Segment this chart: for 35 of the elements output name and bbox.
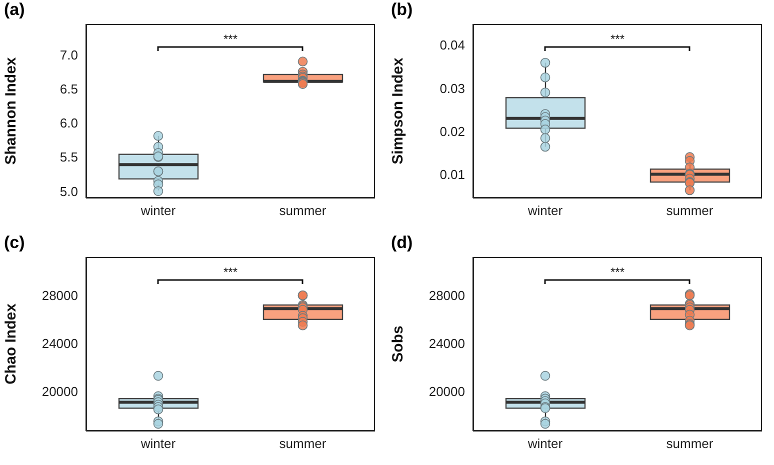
y-tick-label: 5.5 [60,150,78,165]
annotation: *** [222,264,238,278]
y-tick-label: 20000 [42,384,78,399]
y-tick-label: 24000 [42,336,78,351]
chart-title: (a) [4,0,25,20]
y-tick-label: 0.04 [440,38,465,53]
x-tick-label: summer [279,203,327,218]
y-tick-label: 20000 [428,384,465,399]
y-axis-title: Chao Index [2,302,20,384]
y-axis-title: Sobs [389,325,406,362]
annotation: *** [609,264,626,278]
y-tick-label: 7.0 [60,47,78,62]
x-tick-label: winter [140,203,176,218]
chart-title: (b) [391,0,413,20]
x-tick-label: summer [666,436,714,451]
y-tick-label: 0.02 [440,124,465,139]
chart-title: (c) [4,232,25,252]
x-tick-label: winter [526,203,564,218]
annotation: *** [222,32,238,46]
y-axis-title: Simpson Index [389,57,406,164]
y-tick-label: 0.03 [440,80,465,96]
y-tick-label: 6.5 [60,81,78,96]
y-tick-label: 5.0 [60,184,78,199]
y-tick-label: 28000 [428,288,465,303]
x-tick-label: winter [140,436,176,451]
x-tick-label: summer [666,203,714,218]
y-tick-label: 28000 [42,288,78,303]
y-tick-label: 6.0 [60,116,78,131]
x-tick-label: summer [279,436,327,451]
annotation: *** [609,32,626,46]
y-tick-label: 24000 [428,336,465,351]
y-tick-label: 0.01 [440,166,465,182]
x-tick-label: winter [526,436,564,451]
y-axis-title: Shannon Index [2,56,20,165]
chart-title: (d) [391,232,413,252]
